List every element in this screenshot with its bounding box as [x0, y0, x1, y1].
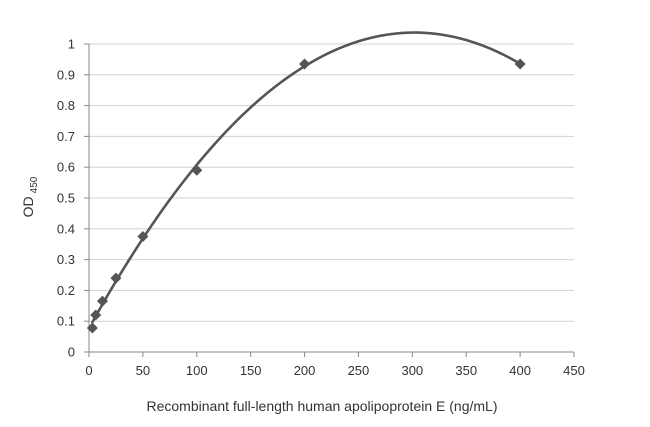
data-point-diamond	[299, 58, 311, 70]
y-tick-label: 0.5	[57, 191, 75, 206]
x-tick-label: 150	[240, 363, 262, 378]
data-point-diamond	[514, 58, 526, 70]
x-tick-label: 450	[563, 363, 585, 378]
x-tick-label: 50	[136, 363, 150, 378]
tick-labels: 0 0.1 0.2 0.3 0.4 0.5 0.6 0.7 0.8 0.9 1 0 50 100 150 20…	[57, 37, 585, 379]
data-point-diamond	[191, 164, 203, 176]
x-tick-label: 350	[455, 363, 477, 378]
data-point-diamond	[137, 231, 149, 242]
x-tick-label: 100	[186, 363, 208, 378]
y-tick-label: 0	[68, 345, 75, 360]
y-tick-label: 0.4	[57, 221, 75, 236]
y-tick-label: 0.3	[57, 252, 75, 267]
y-tick-label: 0.8	[57, 98, 75, 113]
trend-line	[91, 31, 522, 324]
trend-curve	[91, 31, 522, 324]
x-tick-label: 0	[85, 363, 92, 378]
y-tick-label: 0.7	[57, 129, 75, 144]
y-axis-title: OD 450	[20, 176, 40, 217]
y-tick-label: 0.1	[57, 314, 75, 329]
data-point-diamond	[90, 309, 102, 321]
data-points	[86, 58, 526, 334]
x-tick-label: 250	[348, 363, 370, 378]
x-tick-label: 400	[509, 363, 531, 378]
y-tick-label: 0.9	[57, 67, 75, 82]
y-axis-title-main: OD	[20, 196, 36, 217]
x-tick-label: 200	[294, 363, 316, 378]
y-tick-label: 1	[68, 37, 75, 52]
x-tick-label: 300	[401, 363, 423, 378]
data-point-diamond	[110, 272, 122, 284]
y-axis-title-subscript: 450	[29, 176, 40, 193]
data-point-diamond	[96, 295, 108, 307]
y-tick-label: 0.6	[57, 160, 75, 175]
x-axis-title: Recombinant full-length human apolipopro…	[147, 398, 498, 414]
gridlines	[89, 43, 574, 322]
axes	[84, 43, 575, 357]
data-point-diamond	[86, 322, 98, 334]
y-tick-label: 0.2	[57, 283, 75, 298]
